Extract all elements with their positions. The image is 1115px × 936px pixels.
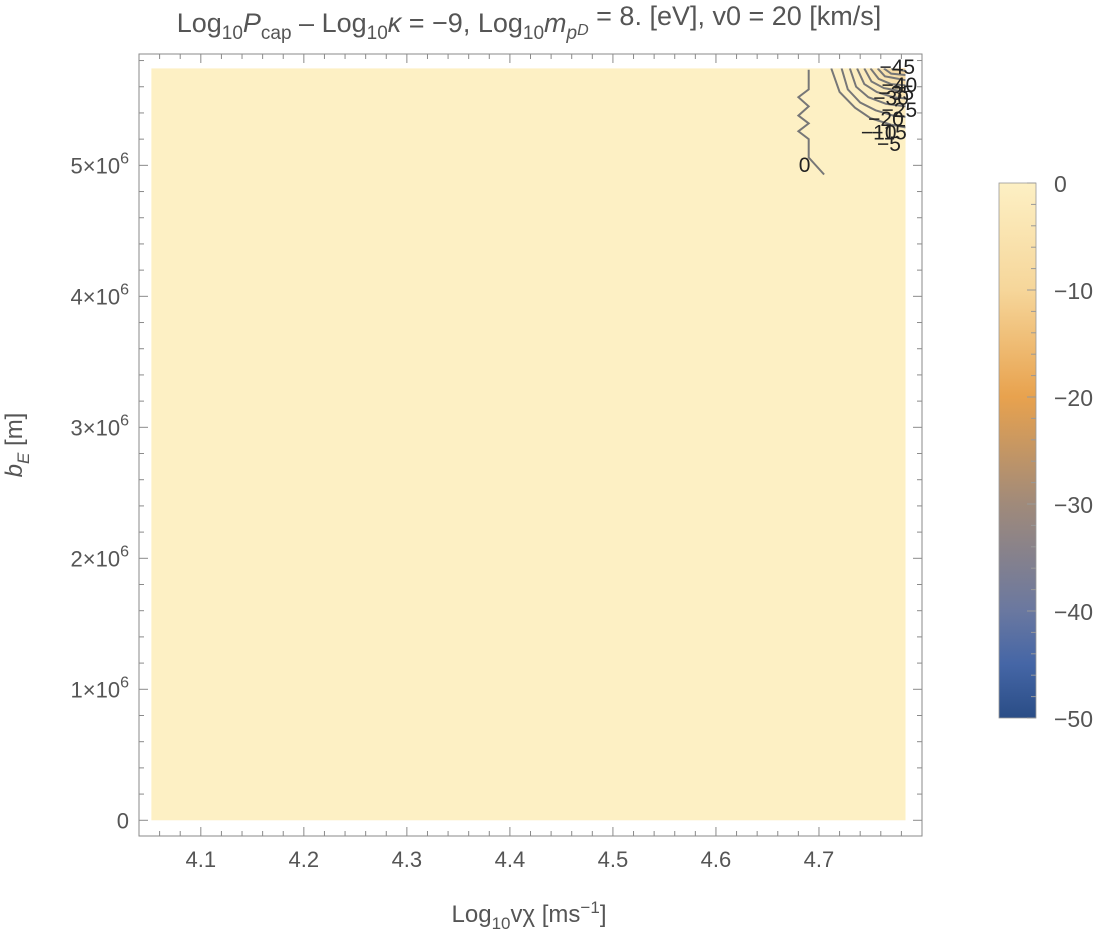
contour-line	[863, 68, 906, 93]
contour-label: −25	[882, 99, 918, 122]
heatmap-minimum-region	[805, 68, 906, 179]
x-tick-label: 4.7	[804, 847, 835, 872]
colorbar-tick-label: −20	[1054, 385, 1093, 411]
contour-label: −15	[871, 121, 907, 144]
contour-line	[796, 69, 825, 176]
contour-labels: 0 −5−10−15−20−25−30−35−40−45	[799, 56, 917, 177]
contour-label: −40	[882, 74, 918, 97]
contour-line	[883, 68, 906, 76]
y-tick-label: 0	[117, 808, 129, 833]
colorbar-gradient	[998, 182, 1037, 719]
contour-lines	[796, 68, 906, 176]
x-tick-label: 4.1	[186, 847, 217, 872]
contour-label: −5	[877, 133, 901, 156]
contour-label: −20	[868, 108, 904, 131]
contour-line	[876, 68, 906, 82]
contour-label: −10	[861, 121, 897, 144]
x-axis: 4.1 4.2 4.3 4.4 4.5 4.6 4.7	[138, 54, 923, 872]
heatmap-area	[151, 68, 906, 821]
x-tick-label: 4.4	[495, 847, 526, 872]
y-tick-label: 5×106	[71, 150, 130, 178]
y-tick-label: 3×106	[71, 412, 130, 440]
colorbar-tick-label: −30	[1054, 492, 1093, 518]
contour-label: 0	[799, 154, 811, 177]
contour-line	[840, 68, 906, 118]
contour-line	[869, 68, 906, 87]
y-axis: 0 1×106 2×106 3×106 4×106 5×106	[71, 60, 922, 833]
contour-label: −45	[879, 56, 915, 79]
colorbar-tick-label: −40	[1054, 599, 1093, 625]
x-tick-label: 4.2	[289, 847, 320, 872]
colorbar-tick-label: −10	[1054, 278, 1093, 304]
y-tick-label: 1×106	[71, 674, 130, 702]
x-tick-label: 4.6	[701, 847, 732, 872]
colorbar-tick-label: −50	[1054, 706, 1093, 732]
contour-line	[856, 68, 906, 100]
x-tick-label: 4.3	[392, 847, 423, 872]
contour-line	[848, 68, 906, 108]
x-tick-label: 4.5	[598, 847, 629, 872]
contour-label: −30	[873, 87, 909, 110]
contour-line	[890, 68, 906, 72]
y-tick-label: 2×106	[71, 543, 130, 571]
contour-label: −35	[878, 82, 914, 105]
y-tick-label: 4×106	[71, 281, 130, 309]
chart-title: Log10​Pcap​ – Log10​κ = −9, Log10​mp​D​ …	[177, 1, 882, 44]
colorbar-ticks: 0 −10 −20 −30 −40 −50	[1027, 171, 1093, 732]
y-axis-label: bE​ [m]	[1, 413, 33, 478]
contour-line	[830, 68, 906, 129]
colorbar: 0 −10 −20 −30 −40 −50	[998, 171, 1093, 732]
colorbar-tick-label: 0	[1054, 171, 1067, 197]
x-axis-label: Log10​vχ [ms−1​]	[452, 898, 607, 933]
